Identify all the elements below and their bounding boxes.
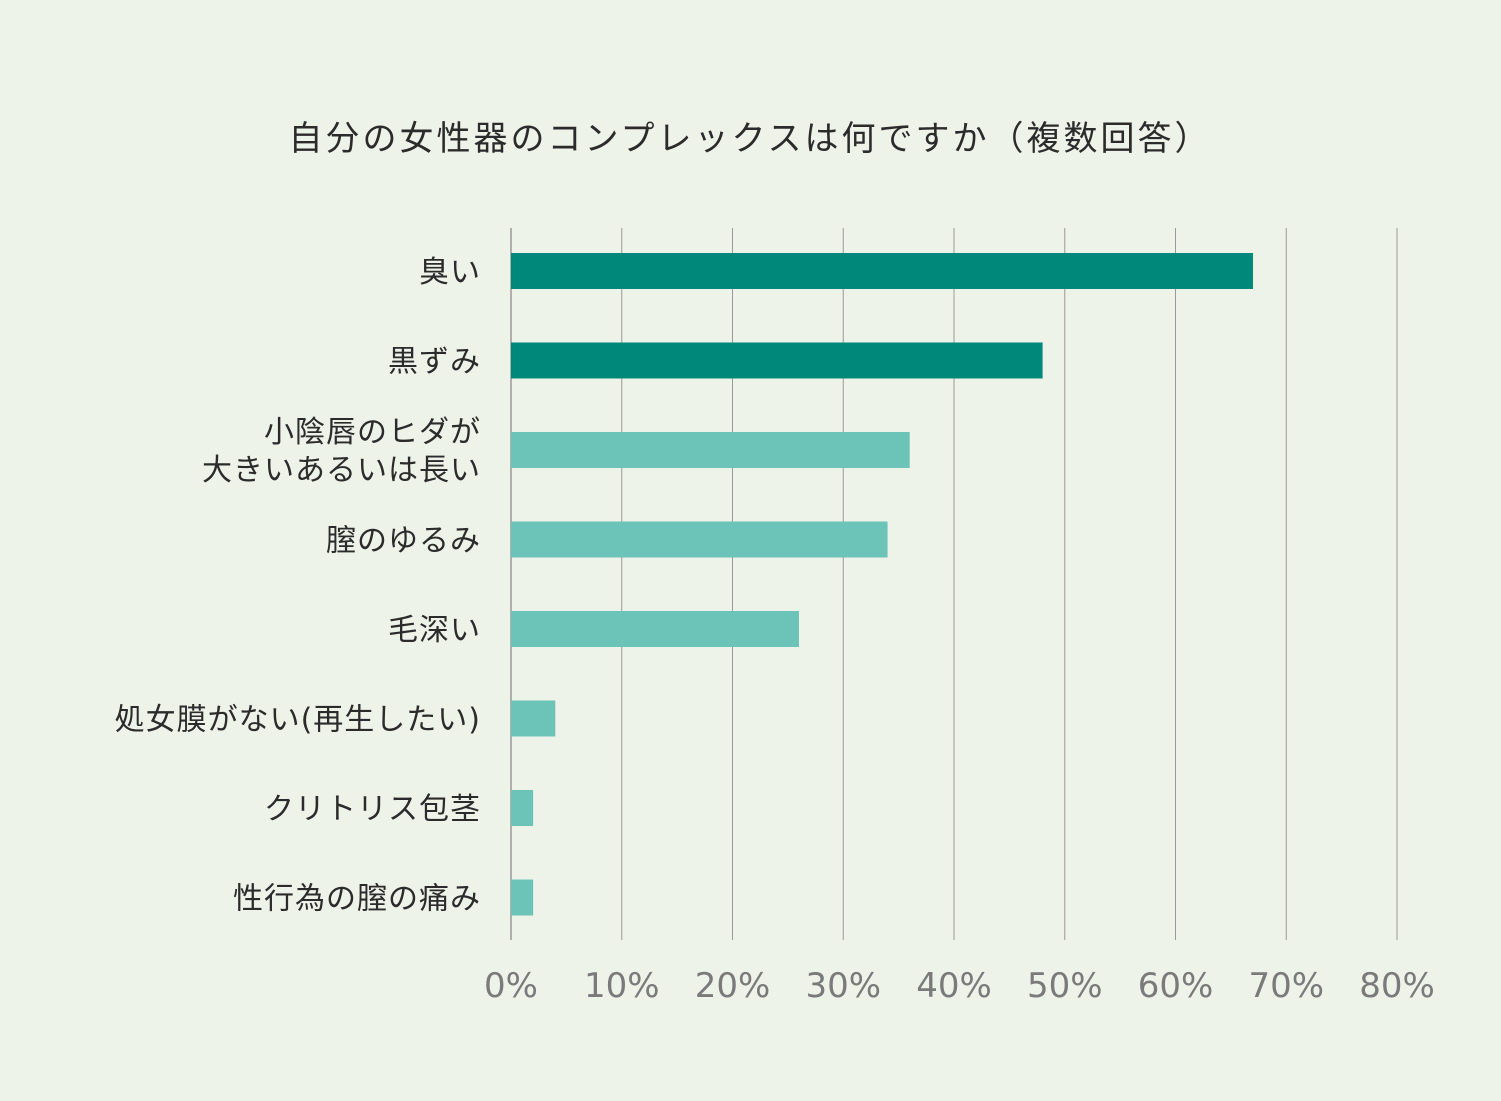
x-tick-label: 80% (1359, 966, 1435, 1006)
x-tick-label: 10% (584, 966, 660, 1006)
bar (511, 879, 534, 916)
bar (511, 790, 534, 826)
chart-title: 自分の女性器のコンプレックスは何ですか（複数回答） (289, 119, 1212, 159)
category-label: 黒ずみ (388, 345, 481, 380)
category-label: 膣のゆるみ (326, 524, 481, 559)
x-tick-label: 60% (1138, 966, 1214, 1006)
bars (511, 253, 1254, 916)
x-tick-label: 50% (1027, 966, 1103, 1006)
x-axis-tick-labels: 0% 10% 20% 30% 40% 50% 60% 70% 80% (484, 966, 1435, 1006)
bar (511, 521, 888, 558)
category-labels: 臭い黒ずみ小陰唇のヒダが大きいあるいは長い膣のゆるみ毛深い処女膜がない(再生した… (115, 255, 481, 917)
x-tick-label: 40% (916, 966, 992, 1006)
x-tick-label: 70% (1248, 966, 1324, 1006)
category-label: 小陰唇のヒダが (264, 415, 481, 450)
category-label: 性行為の膣の痛み (233, 882, 481, 917)
bar (511, 611, 799, 647)
bar (511, 253, 1254, 289)
category-label: 臭い (419, 255, 481, 290)
bar (511, 700, 556, 737)
x-tick-label: 0% (484, 966, 538, 1006)
category-label: 毛深い (388, 613, 481, 648)
bar (511, 342, 1043, 379)
category-label: 大きいあるいは長い (202, 453, 481, 488)
category-label: 処女膜がない(再生したい) (115, 703, 481, 738)
category-label: クリトリス包茎 (264, 792, 481, 827)
bar (511, 432, 910, 468)
x-tick-label: 30% (805, 966, 881, 1006)
x-tick-label: 20% (695, 966, 771, 1006)
